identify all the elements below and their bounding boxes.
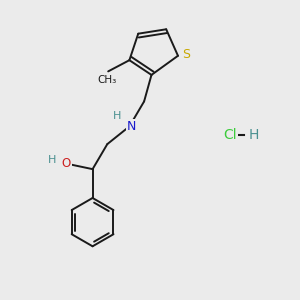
Text: Cl: Cl bbox=[224, 128, 237, 142]
Text: H: H bbox=[48, 155, 56, 165]
Text: O: O bbox=[61, 157, 71, 170]
Text: N: N bbox=[127, 120, 136, 133]
Text: S: S bbox=[182, 48, 190, 61]
Text: H: H bbox=[249, 128, 259, 142]
Text: CH₃: CH₃ bbox=[97, 75, 116, 85]
Text: H: H bbox=[113, 111, 121, 121]
